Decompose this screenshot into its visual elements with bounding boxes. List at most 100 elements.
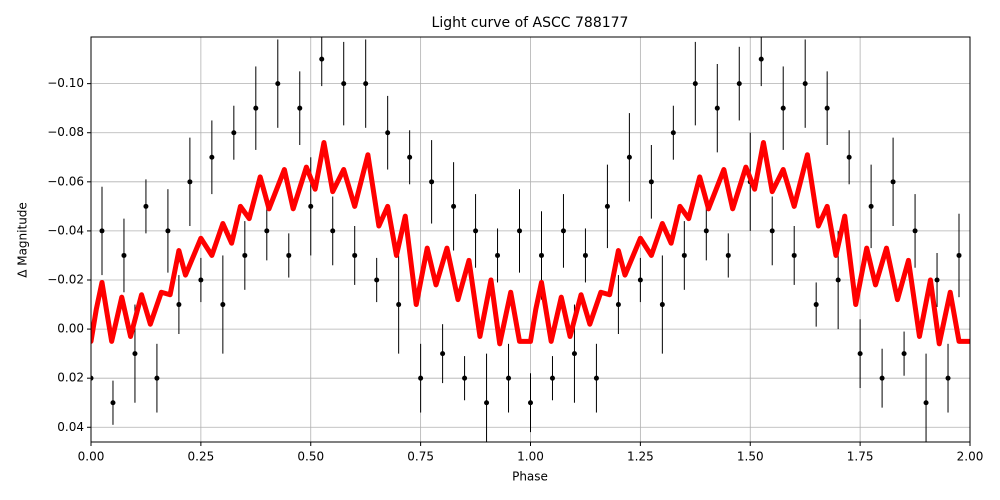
data-point — [231, 130, 237, 136]
data-point — [934, 277, 940, 283]
data-point — [769, 228, 775, 234]
axes: 0.00 0.25 0.50 0.75 1.00 1.25 1.50 1.75 2.00 −0.1… — [47, 76, 983, 463]
data-point — [242, 252, 248, 258]
data-point — [132, 351, 138, 357]
y-tick-label: −0.02 — [47, 273, 84, 287]
y-tick-label: −0.08 — [47, 125, 84, 139]
x-tick-label: 1.75 — [847, 450, 874, 464]
data-point — [319, 56, 325, 62]
data-point — [374, 277, 380, 283]
data-point — [857, 351, 863, 357]
x-tick-label: 0.00 — [78, 450, 105, 464]
data-point — [736, 81, 742, 87]
data-point — [615, 302, 621, 308]
data-point — [835, 277, 841, 283]
data-point — [330, 228, 336, 234]
data-point — [506, 375, 512, 381]
data-point — [692, 81, 698, 87]
data-point — [473, 228, 479, 234]
data-point — [725, 252, 731, 258]
data-point — [868, 203, 874, 209]
y-tick-label: 0.02 — [57, 371, 84, 385]
x-axis-label: Phase — [512, 470, 548, 484]
chart-title: Light curve of ASCC 788177 — [432, 15, 629, 31]
data-point — [363, 81, 369, 87]
y-tick-label: 0.00 — [57, 322, 84, 336]
data-point — [879, 375, 885, 381]
data-point — [352, 252, 358, 258]
x-tick-label: 2.00 — [957, 450, 984, 464]
data-point — [209, 154, 215, 160]
data-point — [538, 252, 544, 258]
data-point — [560, 228, 566, 234]
y-tick-label: −0.04 — [47, 223, 84, 237]
data-point — [582, 252, 588, 258]
data-point — [275, 81, 281, 87]
data-point — [451, 203, 457, 209]
x-tick-label: 1.50 — [737, 450, 764, 464]
data-point — [637, 277, 643, 283]
data-point — [176, 302, 182, 308]
data-point — [396, 302, 402, 308]
data-point — [91, 375, 94, 381]
data-point — [659, 302, 665, 308]
data-point — [758, 56, 764, 62]
data-point — [517, 228, 523, 234]
data-point — [593, 375, 599, 381]
data-point — [440, 351, 446, 357]
data-point — [901, 351, 907, 357]
data-point — [253, 105, 259, 111]
data-point — [418, 375, 424, 381]
model-curve — [91, 140, 970, 347]
data-point — [703, 228, 709, 234]
data-point — [165, 228, 171, 234]
data-point — [121, 252, 127, 258]
x-tick-label: 0.25 — [188, 450, 215, 464]
data-point — [791, 252, 797, 258]
data-point — [286, 252, 292, 258]
y-tick-label: −0.10 — [47, 76, 84, 90]
data-point — [462, 375, 468, 381]
data-point — [890, 179, 896, 185]
data-point — [143, 203, 149, 209]
data-point — [681, 252, 687, 258]
data-point — [110, 400, 116, 406]
data-point — [813, 302, 819, 308]
x-tick-label: 0.50 — [297, 450, 324, 464]
data-point — [549, 375, 555, 381]
data-point — [198, 277, 204, 283]
data-point — [912, 228, 918, 234]
data-point — [308, 203, 314, 209]
data-point — [626, 154, 632, 160]
x-tick-label: 0.75 — [407, 450, 434, 464]
x-tick-label: 1.25 — [627, 450, 654, 464]
data-point — [923, 400, 929, 406]
data-point — [648, 179, 654, 185]
data-point — [824, 105, 830, 111]
data-point — [780, 105, 786, 111]
data-point — [385, 130, 391, 136]
data-point — [846, 154, 852, 160]
data-point — [429, 179, 435, 185]
data-point — [220, 302, 226, 308]
data-point — [297, 105, 303, 111]
data-point — [670, 130, 676, 136]
data-point — [528, 400, 533, 406]
data-point — [341, 81, 347, 87]
data-point — [571, 351, 577, 357]
data-point — [945, 375, 951, 381]
data-point — [187, 179, 193, 185]
x-tick-label: 1.00 — [517, 450, 544, 464]
y-tick-label: −0.06 — [47, 174, 84, 188]
data-point — [484, 400, 490, 406]
y-axis-label: Δ Magnitude — [16, 202, 30, 278]
data-point — [956, 252, 962, 258]
data-point — [264, 228, 270, 234]
plot-area — [91, 37, 970, 442]
data-point — [407, 154, 413, 160]
data-point — [604, 203, 610, 209]
data-point — [714, 105, 720, 111]
data-point — [99, 228, 105, 234]
data-point — [802, 81, 808, 87]
